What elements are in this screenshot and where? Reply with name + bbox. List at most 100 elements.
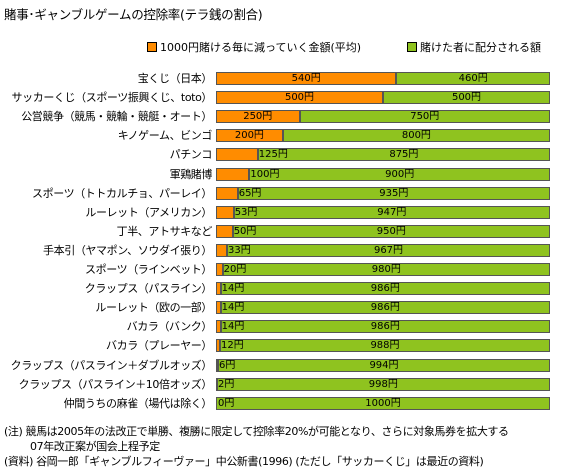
category-label: 手本引（ヤマポン、ソウダイ張り）	[43, 244, 212, 257]
data-label-deducted: 500円	[284, 92, 315, 103]
data-label-paid-out: 950円	[376, 226, 406, 237]
data-label-paid-out: 1000円	[365, 398, 401, 409]
legend-label-paid-out: 賭けた者に配分される額	[420, 41, 541, 54]
category-label: ルーレット（欧の一部）	[95, 301, 212, 314]
data-label-deducted: 33円	[228, 245, 251, 256]
category-label: キノゲーム、ビンゴ	[117, 129, 213, 142]
bar-deducted	[216, 91, 383, 104]
bar-deducted	[216, 320, 221, 333]
bar-deducted	[216, 110, 300, 123]
bar-deducted	[216, 339, 220, 352]
category-label: クラップス（パスライン）	[84, 282, 213, 295]
data-label-paid-out: 986円	[370, 321, 400, 332]
data-label-deducted: 250円	[243, 111, 273, 122]
category-label: 丁半、アトサキなど	[116, 225, 213, 238]
footnote-1: (注) 競馬は2005年の法改正で単勝、複勝に限定して控除率20%が可能となり、…	[4, 425, 509, 438]
data-label-paid-out: 986円	[370, 283, 400, 294]
bar-paid-out	[383, 91, 550, 104]
data-label-deducted: 125円	[258, 149, 288, 160]
bar-paid-out	[216, 378, 550, 391]
bar-paid-out	[237, 187, 550, 200]
category-label: パチンコ	[169, 148, 213, 161]
legend-item-paid-out: 賭けた者に配分される額	[407, 40, 541, 54]
legend-swatch-deducted	[147, 42, 157, 52]
category-label: サッカーくじ（スポーツ振興くじ、toto）	[11, 91, 213, 104]
bar-deducted	[216, 225, 233, 238]
bar-paid-out	[249, 168, 550, 181]
category-label: バカラ（バンク）	[126, 320, 213, 333]
footnotes: (注) 競馬は2005年の法改正で単勝、複勝に限定して控除率20%が可能となり、…	[4, 424, 509, 469]
data-label-paid-out: 947円	[377, 207, 407, 218]
bar-deducted	[216, 263, 223, 276]
bar-deducted	[216, 244, 228, 257]
data-label-deducted: 14円	[221, 302, 245, 313]
category-label: スポーツ（トトカルチョ、パーレイ）	[32, 187, 212, 200]
bar-paid-out	[220, 320, 550, 333]
bar-paid-out	[227, 244, 550, 257]
category-label: ルーレット（アメリカン）	[85, 206, 212, 219]
data-label-deducted: 65円	[238, 188, 262, 199]
data-label-paid-out: 980円	[371, 264, 401, 275]
data-label-deducted: 200円	[234, 130, 264, 141]
data-label-deducted: 0円	[218, 398, 235, 409]
data-label-deducted: 2円	[218, 379, 235, 390]
footnote-source: (資料) 谷岡一郎「ギャンブルフィーヴァー」中公新書(1996) (ただし「サッ…	[4, 455, 484, 468]
category-label: 仲間うちの麻雀（場代は除く）	[63, 397, 213, 410]
category-label: 軍鶏賭博	[169, 168, 213, 181]
bar-paid-out	[299, 110, 550, 123]
data-label-deducted: 50円	[233, 226, 257, 237]
data-label-paid-out: 900円	[385, 169, 415, 180]
data-label-deducted: 6円	[219, 360, 236, 371]
footnote-1-continued: 07年改正案が国会上程予定	[30, 440, 160, 453]
data-label-paid-out: 500円	[451, 92, 482, 103]
data-label-deducted: 53円	[234, 207, 258, 218]
bar-paid-out	[222, 263, 550, 276]
data-label-paid-out: 967円	[373, 245, 404, 256]
data-label-deducted: 12円	[221, 340, 244, 351]
data-label-deducted: 14円	[221, 283, 245, 294]
bar-deducted	[216, 72, 397, 85]
data-label-paid-out: 800円	[401, 130, 431, 141]
bar-deducted	[216, 187, 238, 200]
data-label-paid-out: 988円	[370, 340, 400, 351]
bar-paid-out	[233, 206, 550, 219]
bar-paid-out	[220, 301, 550, 314]
bar-deducted	[216, 359, 218, 372]
legend-swatch-paid-out	[407, 42, 417, 52]
chart-title: 賭事･ギャンブルゲームの控除率(テラ銭の割合)	[4, 7, 263, 22]
data-label-paid-out: 935円	[379, 188, 409, 199]
bar-deducted	[216, 206, 234, 219]
category-label: クラップス（パスライン＋10倍オッズ）	[18, 378, 213, 391]
category-label: スポーツ（ラインベット）	[85, 263, 212, 276]
bar-paid-out	[218, 359, 550, 372]
bar-deducted	[216, 282, 221, 295]
bar-paid-out	[220, 282, 550, 295]
bar-deducted	[216, 148, 258, 161]
category-label: 宝くじ（日本）	[137, 72, 213, 85]
data-label-paid-out: 750円	[410, 111, 440, 122]
data-label-paid-out: 460円	[458, 73, 488, 84]
category-label: バカラ（プレーヤー）	[106, 339, 212, 352]
data-label-paid-out: 875円	[389, 149, 419, 160]
bar-paid-out	[220, 339, 550, 352]
category-label: クラップス（パスライン＋ダブルオッズ）	[10, 359, 213, 372]
bar-paid-out	[282, 129, 550, 142]
data-label-deducted: 14円	[221, 321, 245, 332]
bar-deducted	[216, 168, 250, 181]
data-label-paid-out: 994円	[369, 360, 399, 371]
data-label-paid-out: 998円	[368, 379, 398, 390]
bar-deducted	[216, 301, 221, 314]
bar-paid-out	[257, 148, 550, 161]
bar-paid-out	[216, 397, 550, 410]
data-label-deducted: 100円	[250, 169, 280, 180]
legend-label-deducted: 1000円賭ける毎に減っていく金額(平均)	[160, 41, 362, 54]
category-label: 公営競争（競馬・競輪・競艇・オート）	[21, 110, 212, 123]
bar-paid-out	[396, 72, 550, 85]
data-label-deducted: 20円	[223, 264, 247, 275]
bar-deducted	[216, 129, 283, 142]
legend-item-deducted: 1000円賭ける毎に減っていく金額(平均)	[147, 40, 361, 54]
data-label-paid-out: 986円	[370, 302, 400, 313]
data-label-deducted: 540円	[291, 73, 321, 84]
bar-paid-out	[232, 225, 550, 238]
